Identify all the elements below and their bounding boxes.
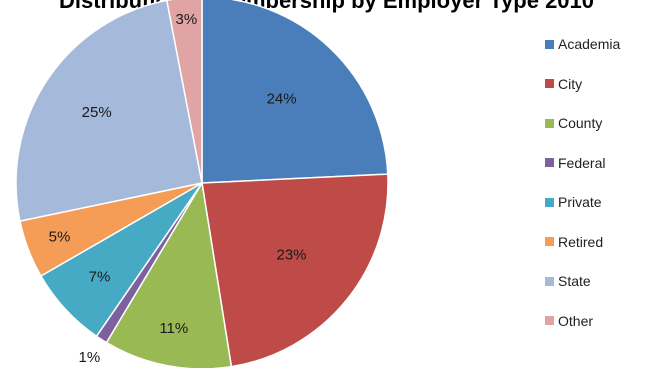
legend-item-other: Other (545, 313, 620, 329)
legend-label: Other (558, 312, 594, 329)
pie-slice-academia (201, 0, 389, 184)
legend-label: Federal (558, 154, 606, 171)
pie-slice-city (201, 173, 389, 368)
legend-swatch (545, 158, 554, 167)
legend-swatch (545, 197, 554, 207)
legend: Academia City County Federal Private Retired S… (545, 36, 620, 352)
legend-swatch (545, 118, 554, 128)
legend-label: County (558, 115, 603, 131)
legend-label: State (558, 273, 591, 289)
legend-item-city: City (545, 76, 620, 92)
pie-slice-other (165, 0, 203, 184)
legend-item-county: County (545, 115, 620, 131)
legend-swatch (545, 237, 554, 246)
slice-label-county: 11% (159, 320, 188, 337)
legend-item-private: Private (545, 194, 620, 210)
legend-label: Academia (558, 36, 621, 52)
legend-swatch (545, 316, 554, 325)
legend-item-state: State (545, 273, 620, 289)
legend-item-academia: Academia (545, 36, 620, 52)
legend-item-retired: Retired (545, 234, 620, 250)
legend-label: City (558, 75, 583, 92)
legend-label: Retired (558, 233, 604, 250)
legend-item-federal: Federal (545, 155, 620, 171)
legend-swatch (545, 276, 554, 286)
pie-slice-state (15, 0, 203, 222)
legend-swatch (545, 39, 554, 49)
slice-label-academia: 24% (267, 90, 297, 107)
legend-swatch (545, 79, 554, 88)
slice-label-federal: 1% (79, 349, 101, 366)
slice-label-retired: 5% (49, 228, 71, 245)
legend-label: Private (558, 194, 602, 210)
slice-label-city: 23% (276, 247, 306, 264)
slice-label-state: 25% (82, 104, 112, 121)
slice-label-private: 7% (89, 269, 111, 286)
slice-label-other: 3% (176, 11, 198, 28)
